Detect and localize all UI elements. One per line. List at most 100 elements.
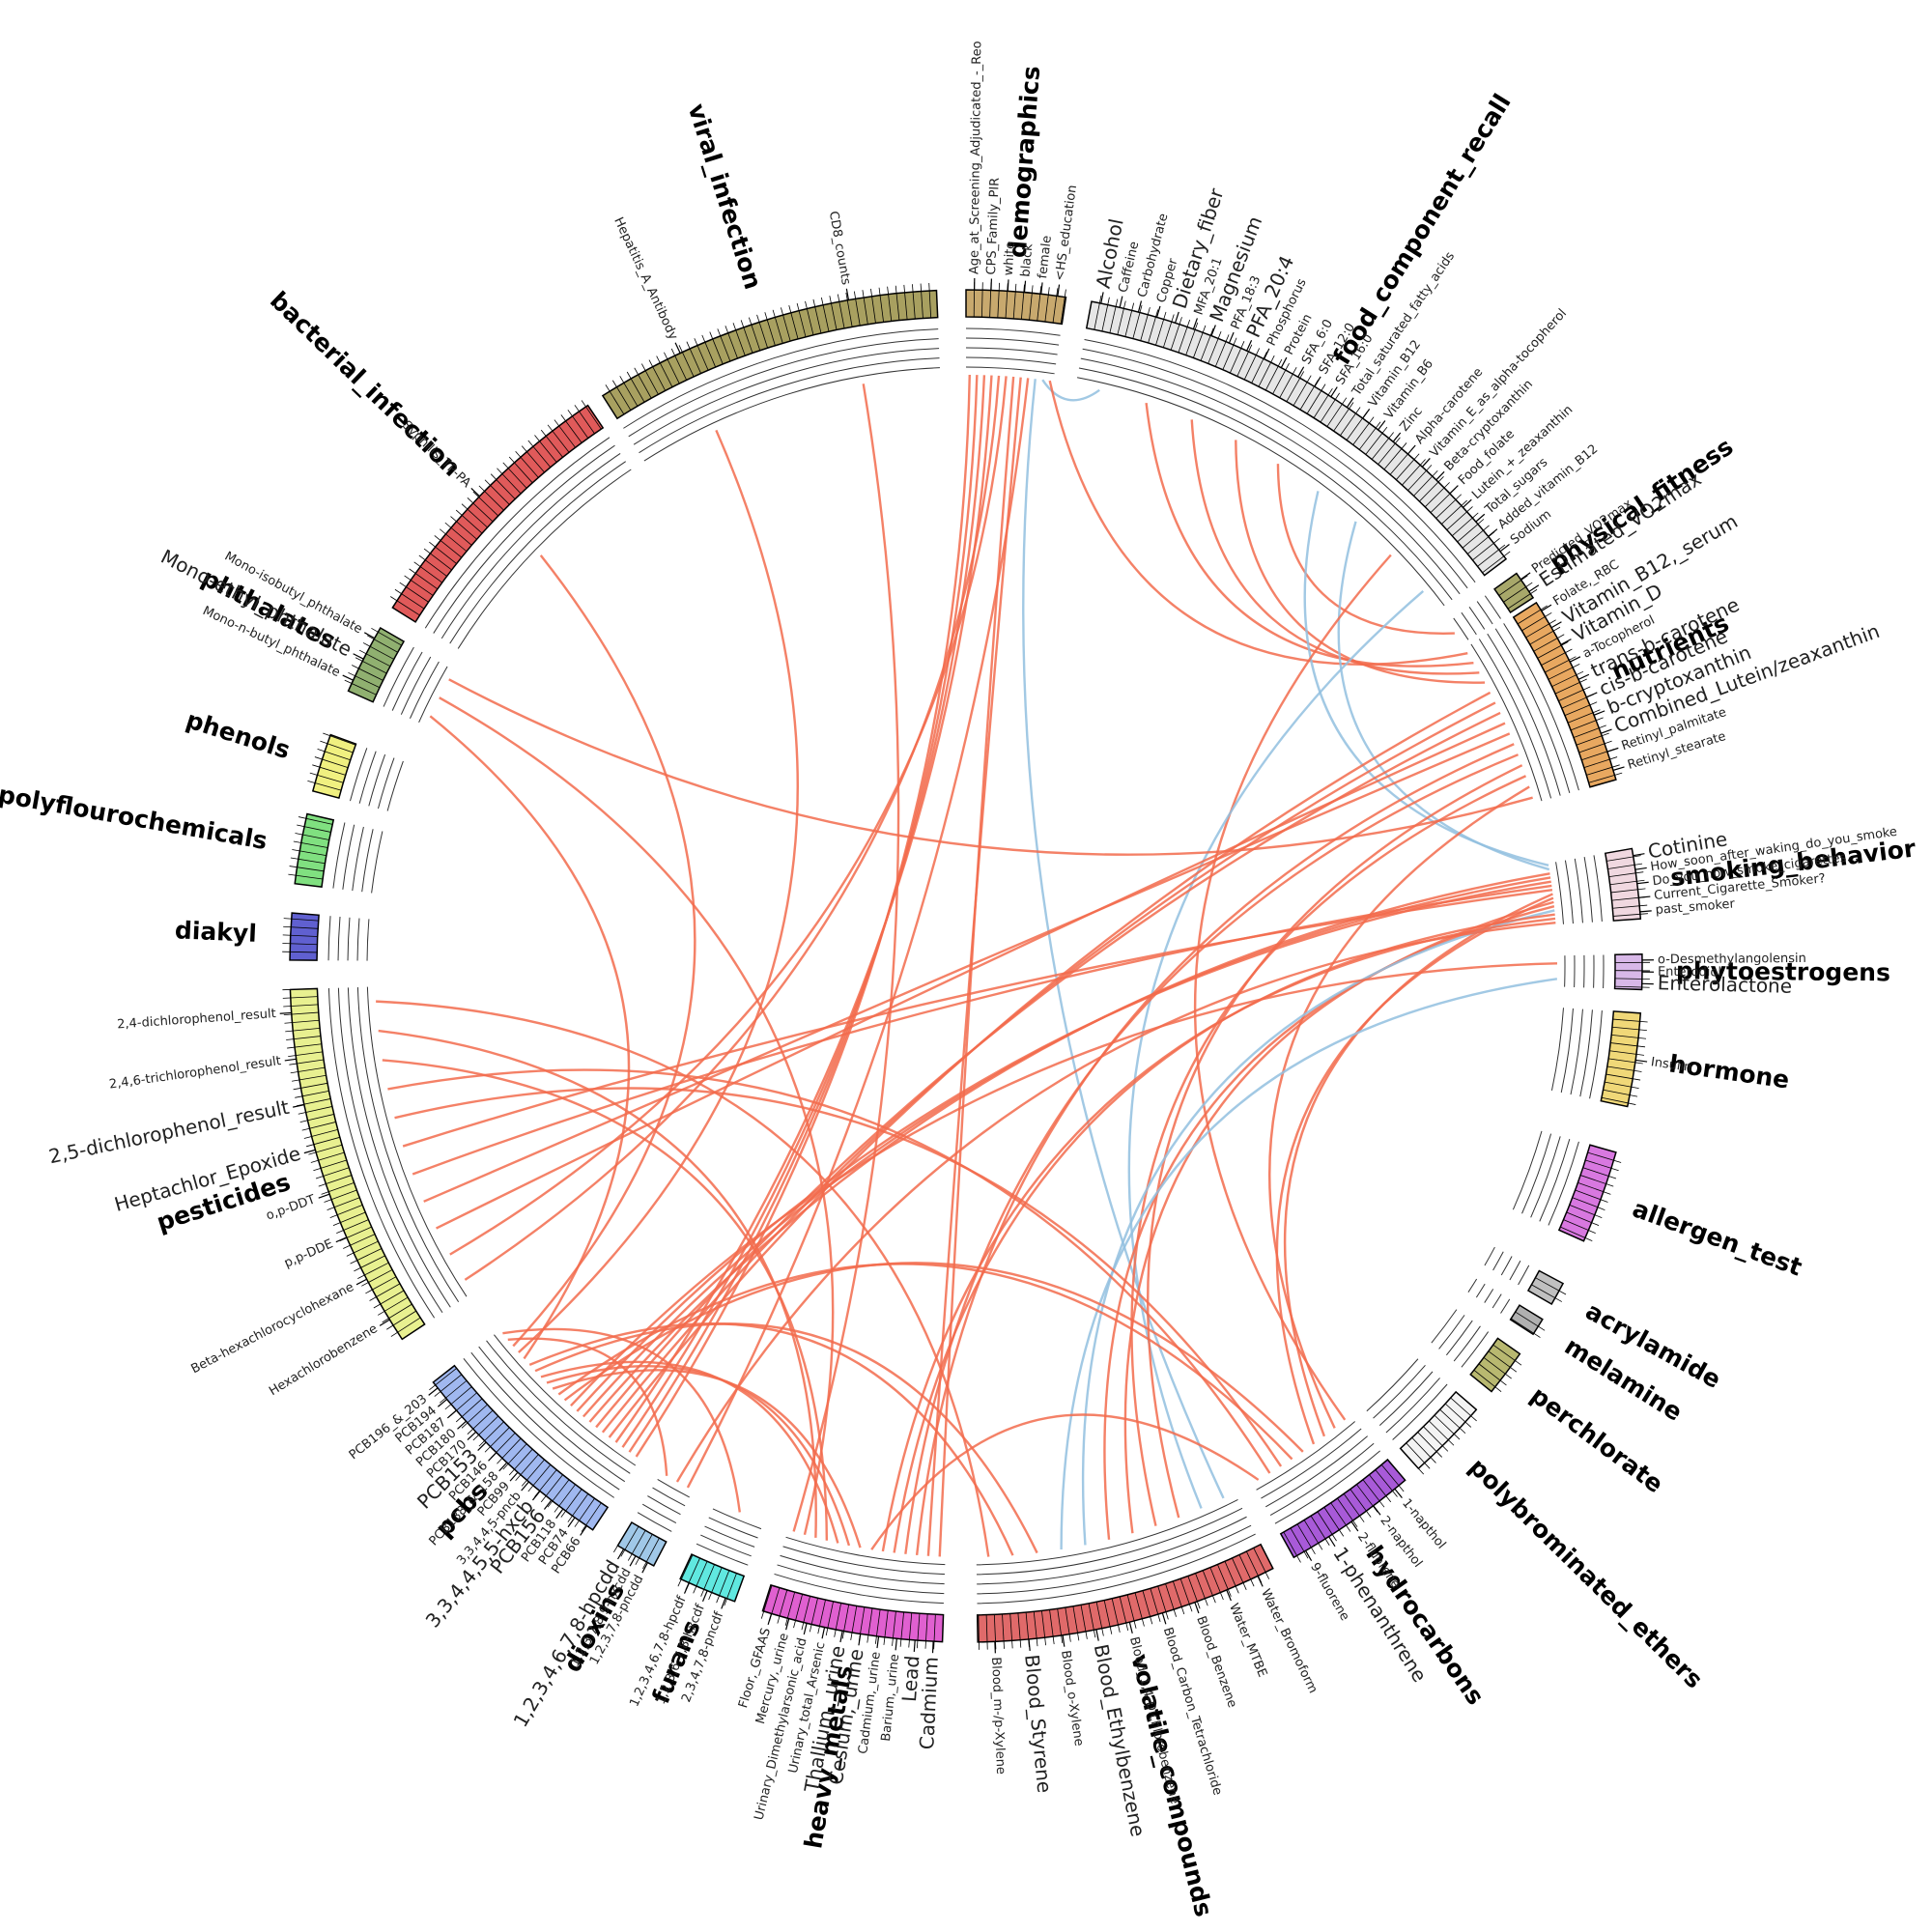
variable-tick (437, 1399, 447, 1407)
bar-stripe (1134, 1592, 1145, 1627)
bar-stripe (1383, 442, 1407, 470)
bar-stripe (1483, 1357, 1512, 1379)
variable-tick (1028, 1638, 1031, 1651)
bar-stripe (677, 1554, 694, 1587)
track-line (777, 1564, 945, 1595)
link (402, 888, 1553, 1148)
link (904, 753, 1519, 1554)
bar-stripe (764, 312, 776, 346)
track-line (1366, 1358, 1419, 1412)
bar-stripe (1044, 287, 1050, 323)
bar-stripe (1323, 1507, 1345, 1537)
variable-tick (858, 1634, 862, 1646)
bar-stripe (301, 1122, 336, 1131)
bar-stripe (1238, 1554, 1255, 1587)
bar-stripe (817, 1599, 826, 1634)
track-line (440, 453, 621, 639)
bar-stripe (324, 1189, 357, 1203)
bar-stripe (1229, 341, 1245, 374)
bar-stripe (1119, 1596, 1129, 1631)
bar-stripe (444, 522, 472, 546)
bar-stripe (605, 384, 625, 415)
bar-stripe (1264, 358, 1283, 391)
bar-stripe (748, 317, 761, 351)
variable-tick (845, 288, 850, 300)
bar-stripe (1583, 756, 1618, 768)
link (792, 384, 900, 1532)
bar-stripe (887, 286, 893, 322)
variable-tick (1057, 284, 1061, 297)
bar-stripe (700, 1564, 715, 1597)
bar-stripe (343, 1234, 376, 1249)
bar-stripe (903, 284, 908, 320)
sector-name: allergen_test (1629, 1194, 1805, 1281)
track-line (470, 1351, 620, 1491)
bar-stripe (327, 1197, 360, 1210)
variable-tick (1264, 348, 1270, 359)
bar-stripe (777, 1589, 788, 1624)
variable-tick (379, 1319, 390, 1326)
variable-label: Lead (897, 1655, 924, 1703)
variable-tick (428, 1387, 439, 1396)
bar-stripe (1507, 588, 1538, 610)
link (1103, 904, 1555, 1540)
bar-stripe (350, 1248, 383, 1264)
bar-stripe (874, 1609, 881, 1644)
variable-tick (767, 1613, 773, 1626)
link (1123, 900, 1554, 1534)
variable-tick (839, 1631, 843, 1643)
bar-stripe (841, 1604, 850, 1639)
variable-tick (1297, 366, 1305, 378)
track-line (1539, 1139, 1571, 1222)
track-line (647, 1495, 681, 1516)
bar-stripe (1236, 344, 1253, 377)
bar-stripe (305, 1136, 340, 1148)
variable-tick (543, 1499, 553, 1510)
bar-stripe (1440, 499, 1467, 525)
track-line (377, 757, 395, 810)
bar-stripe (656, 355, 673, 387)
bar-stripe (686, 341, 701, 374)
track-line (1492, 1293, 1502, 1309)
variable-tick (521, 1481, 529, 1492)
track-line (352, 826, 364, 892)
track-line (1579, 1009, 1593, 1097)
sector-bar (1600, 1010, 1642, 1108)
track-line (371, 831, 384, 894)
sector-name: polyflourochemicals (0, 781, 270, 856)
variable-tick (467, 1431, 477, 1440)
bar-stripe (298, 1106, 333, 1115)
track-line (712, 1508, 762, 1530)
bar-stripe (461, 503, 488, 528)
bar-stripe (362, 642, 394, 660)
bar-stripe (312, 764, 346, 776)
bar-stripe (709, 331, 724, 365)
bar-stripe (358, 649, 391, 668)
variable-label: 2,4,6-trichlorophenol_result (108, 1054, 282, 1093)
variable-tick (1007, 279, 1009, 292)
variable-tick (1586, 692, 1598, 698)
track-line (1461, 611, 1477, 636)
track-line (391, 651, 423, 711)
bar-stripe (1310, 1516, 1330, 1546)
track-line (327, 988, 436, 1319)
bar-stripe (1429, 1420, 1455, 1446)
bar-stripe (640, 363, 659, 395)
bar-stripe (366, 635, 398, 653)
sector-bar (289, 987, 426, 1341)
bar-stripe (1611, 1035, 1647, 1039)
bar-stripe (295, 1090, 329, 1098)
bar-stripe (670, 348, 688, 381)
bar-stripe (781, 307, 791, 342)
bar-stripe (717, 328, 731, 362)
link (1276, 464, 1455, 635)
sector-bar (965, 289, 1067, 326)
bar-stripe (1365, 426, 1388, 455)
variable-tick (1192, 318, 1198, 329)
bar-stripe (295, 833, 329, 840)
bar-stripe (1041, 1610, 1047, 1646)
bar-stripe (534, 1469, 557, 1497)
bar-stripe (1350, 1489, 1372, 1518)
